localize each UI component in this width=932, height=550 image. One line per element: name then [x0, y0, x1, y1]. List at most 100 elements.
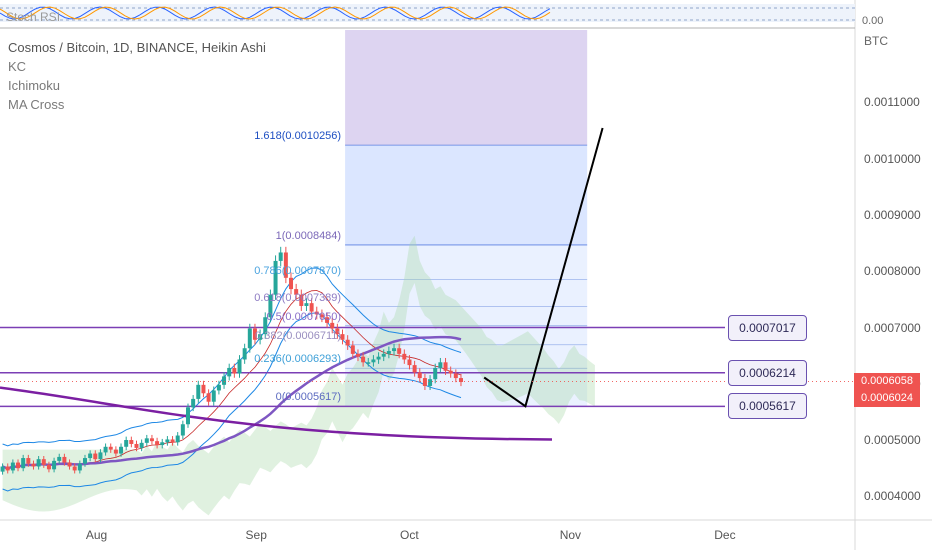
candle-body: [21, 458, 26, 469]
candle-body: [453, 373, 458, 379]
candle-body: [16, 462, 21, 469]
candle-body: [191, 398, 196, 408]
candle-body: [134, 443, 139, 448]
candle-body: [36, 459, 41, 467]
y-tick-label: 0.0004000: [864, 489, 921, 504]
price-tag: 0.0006058: [854, 372, 920, 390]
level-box[interactable]: 0.0007017: [728, 314, 807, 341]
candle-body: [41, 459, 46, 465]
candle-body: [211, 390, 216, 402]
candle-body: [381, 353, 386, 357]
x-tick-label: Oct: [400, 528, 419, 542]
x-tick-label: Nov: [559, 528, 582, 542]
candle-body: [309, 303, 314, 312]
candle-body: [185, 407, 190, 425]
level-box[interactable]: 0.0005617: [728, 393, 807, 420]
candle-body: [433, 367, 438, 380]
indicator-ichimoku[interactable]: Ichimoku: [8, 78, 61, 93]
fib-level-label: 1(0.0008484): [275, 229, 342, 242]
ma-cross-slow: [0, 386, 553, 441]
candle-body: [26, 458, 31, 464]
candle-body: [458, 378, 463, 383]
y-tick-label: 0.0005000: [864, 433, 921, 448]
candle-body: [139, 442, 144, 448]
candle-body: [62, 456, 67, 463]
candle-body: [222, 376, 227, 385]
indicator-ma-cross[interactable]: MA Cross: [8, 97, 65, 112]
y-tick-label: 0.0007000: [864, 320, 921, 335]
candle-body: [5, 466, 10, 471]
price-tag: 0.0006024: [854, 389, 920, 407]
fib-extension-top: [345, 30, 588, 146]
candle-body: [124, 440, 129, 447]
candle-body: [216, 384, 221, 391]
candle-body: [57, 456, 62, 461]
y-axis-unit: BTC: [864, 34, 888, 48]
candle-body: [175, 435, 180, 443]
candle-body: [283, 252, 288, 278]
symbol-title[interactable]: Cosmos / Bitcoin, 1D, BINANCE, Heikin As…: [8, 40, 266, 55]
candle-body: [72, 466, 77, 471]
candle-body: [335, 328, 340, 335]
kc-lower: [2, 312, 462, 492]
candle-body: [345, 339, 350, 346]
candle-body: [52, 460, 57, 470]
candle-body: [294, 289, 299, 295]
candle-body: [448, 370, 453, 374]
candle-body: [10, 462, 15, 471]
candle-body: [252, 328, 257, 340]
candle-body: [366, 362, 371, 364]
ichimoku-cloud: [2, 235, 595, 516]
candle-body: [273, 260, 278, 295]
candle-body: [340, 334, 345, 340]
candle-body: [0, 466, 5, 472]
candle-body: [237, 359, 242, 374]
candle-body: [165, 439, 170, 443]
candle-body: [180, 424, 185, 436]
candle-body: [422, 378, 427, 386]
indicator-kc[interactable]: KC: [8, 59, 27, 74]
chart-legend: Cosmos / Bitcoin, 1D, BINANCE, Heikin As…: [8, 38, 266, 114]
stoch-d-line: [0, 6, 551, 20]
projection-path: [483, 127, 604, 408]
candle-body: [88, 453, 93, 459]
level-box[interactable]: 0.0006214: [728, 359, 807, 386]
candle-body: [103, 446, 108, 453]
candle-body: [417, 372, 422, 379]
candle-body: [438, 362, 443, 368]
candle-body: [299, 294, 304, 306]
fib-level-label: 0.236(0.0006293): [254, 353, 342, 366]
candle-body: [242, 348, 247, 360]
candle-body: [31, 463, 36, 467]
candle-body: [371, 359, 376, 363]
y-tick-label: 0.0008000: [864, 264, 921, 279]
candle-body: [196, 384, 201, 399]
candle-body: [258, 334, 263, 340]
candle-body: [289, 277, 294, 290]
candle-body: [227, 367, 232, 377]
candle-body: [361, 356, 366, 363]
candle-body: [77, 463, 82, 471]
candle-body: [129, 440, 134, 444]
candle-body: [82, 458, 87, 464]
candle-body: [155, 441, 160, 446]
candle-body: [350, 345, 355, 354]
candle-body: [376, 356, 381, 360]
candle-body: [263, 317, 268, 335]
candle-body: [113, 449, 118, 454]
stoch-rsi-label: Stoch RSI: [6, 10, 61, 24]
candle-body: [325, 317, 330, 323]
x-tick-label: Dec: [714, 528, 736, 542]
candle-body: [232, 367, 237, 374]
candle-body: [392, 348, 397, 352]
candle-body: [355, 353, 360, 357]
fib-level-label: 0(0.0005617): [275, 391, 342, 404]
candle-body: [93, 453, 98, 460]
candle-body: [412, 365, 417, 373]
candle-body: [201, 384, 206, 394]
candle-body: [46, 464, 51, 470]
y-tick-label: 0.0009000: [864, 207, 921, 222]
candle-body: [119, 446, 124, 454]
x-tick-label: Sep: [245, 528, 267, 542]
